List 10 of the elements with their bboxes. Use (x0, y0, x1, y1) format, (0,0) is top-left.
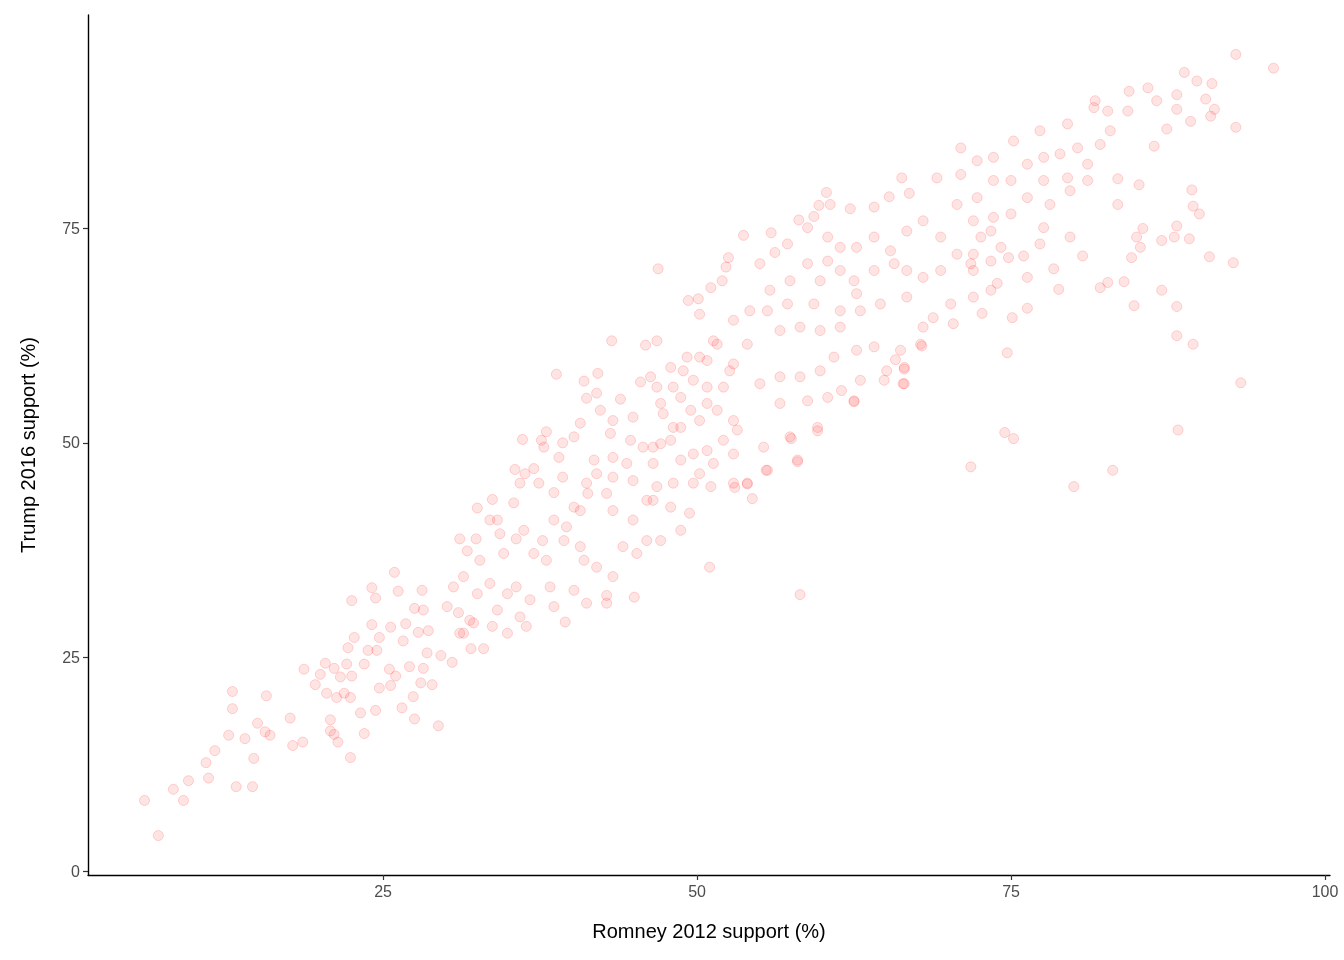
y-tick-label: 50 (62, 434, 81, 452)
y-tick-label: 25 (62, 648, 81, 666)
y-tick-label: 0 (71, 863, 81, 881)
x-tick-label: 25 (374, 882, 393, 900)
x-tick-label: 50 (688, 882, 707, 900)
x-tick-label: 100 (1311, 882, 1339, 900)
y-axis-title: Trump 2016 support (%) (17, 336, 39, 554)
y-tick-label: 75 (62, 220, 81, 237)
x-tick-label: 75 (1002, 882, 1021, 900)
x-axis-title: Romney 2012 support (%) (592, 920, 826, 942)
